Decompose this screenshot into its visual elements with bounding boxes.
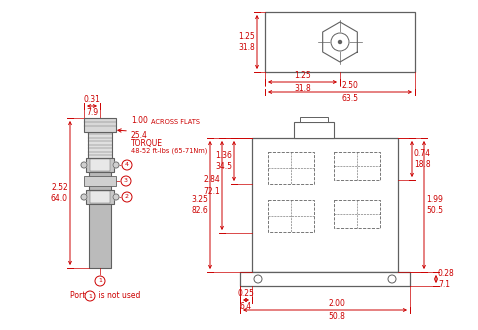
Text: 0.31: 0.31	[84, 95, 100, 104]
Text: 64.0: 64.0	[51, 194, 68, 203]
Bar	[294, 122, 334, 138]
Text: is not used: is not used	[96, 291, 141, 301]
Text: 48-52 ft-lbs (65-71Nm): 48-52 ft-lbs (65-71Nm)	[131, 147, 207, 153]
Circle shape	[81, 162, 87, 168]
Text: Port: Port	[70, 291, 88, 301]
Bar	[90, 159, 110, 171]
Text: 31.8: 31.8	[294, 84, 311, 93]
Circle shape	[388, 275, 396, 283]
Bar	[268, 152, 314, 184]
Circle shape	[331, 33, 349, 51]
Circle shape	[113, 162, 119, 168]
Text: 3: 3	[124, 179, 128, 183]
Bar	[268, 200, 314, 232]
Text: 4: 4	[125, 162, 129, 168]
Text: 2: 2	[125, 194, 129, 200]
Bar	[86, 158, 114, 172]
Text: 1: 1	[98, 279, 102, 283]
Text: 7.1: 7.1	[438, 280, 450, 289]
Text: 1.25: 1.25	[238, 32, 255, 41]
Text: 1.00: 1.00	[131, 116, 148, 125]
Circle shape	[113, 194, 119, 200]
Text: 0.25: 0.25	[238, 289, 254, 298]
Text: 3.25: 3.25	[191, 195, 208, 204]
Bar	[90, 191, 110, 203]
Text: 1.25: 1.25	[294, 71, 311, 80]
Text: ACROSS FLATS: ACROSS FLATS	[151, 119, 200, 125]
Text: 63.5: 63.5	[341, 94, 358, 103]
Text: 50.5: 50.5	[426, 206, 443, 215]
Text: 50.8: 50.8	[328, 312, 346, 321]
Bar	[334, 152, 380, 180]
Circle shape	[122, 160, 132, 170]
Circle shape	[81, 194, 87, 200]
Bar	[84, 176, 116, 186]
Text: 7.9: 7.9	[86, 108, 98, 117]
Text: 31.8: 31.8	[238, 43, 255, 52]
Bar	[88, 132, 112, 158]
Text: 72.1: 72.1	[203, 186, 220, 195]
Text: 6.4: 6.4	[240, 302, 252, 311]
Text: 2.00: 2.00	[328, 299, 346, 308]
Circle shape	[122, 192, 132, 202]
Bar	[240, 272, 410, 286]
Circle shape	[254, 275, 262, 283]
Text: 82.6: 82.6	[191, 206, 208, 215]
Text: 0.74: 0.74	[414, 149, 431, 158]
Text: 1.99: 1.99	[426, 195, 443, 204]
Bar	[265, 12, 415, 72]
Bar	[334, 200, 380, 228]
Text: 2.50: 2.50	[342, 81, 358, 90]
Circle shape	[121, 176, 131, 186]
Bar	[89, 172, 111, 190]
Text: 0.28: 0.28	[438, 269, 455, 278]
Circle shape	[85, 291, 95, 301]
FancyBboxPatch shape	[84, 118, 116, 132]
Bar	[300, 117, 328, 122]
Text: 1.36: 1.36	[215, 151, 232, 160]
Bar	[89, 204, 111, 268]
Text: 2.84: 2.84	[203, 176, 220, 184]
Circle shape	[95, 276, 105, 286]
Text: 25.4: 25.4	[131, 131, 148, 140]
Circle shape	[338, 41, 341, 44]
Text: 18.8: 18.8	[414, 160, 431, 169]
Bar	[252, 138, 398, 272]
Text: 1: 1	[88, 293, 92, 299]
Text: 34.5: 34.5	[215, 162, 232, 171]
Bar	[86, 190, 114, 204]
Text: 2.52: 2.52	[51, 183, 68, 192]
Text: TORQUE: TORQUE	[131, 139, 163, 148]
